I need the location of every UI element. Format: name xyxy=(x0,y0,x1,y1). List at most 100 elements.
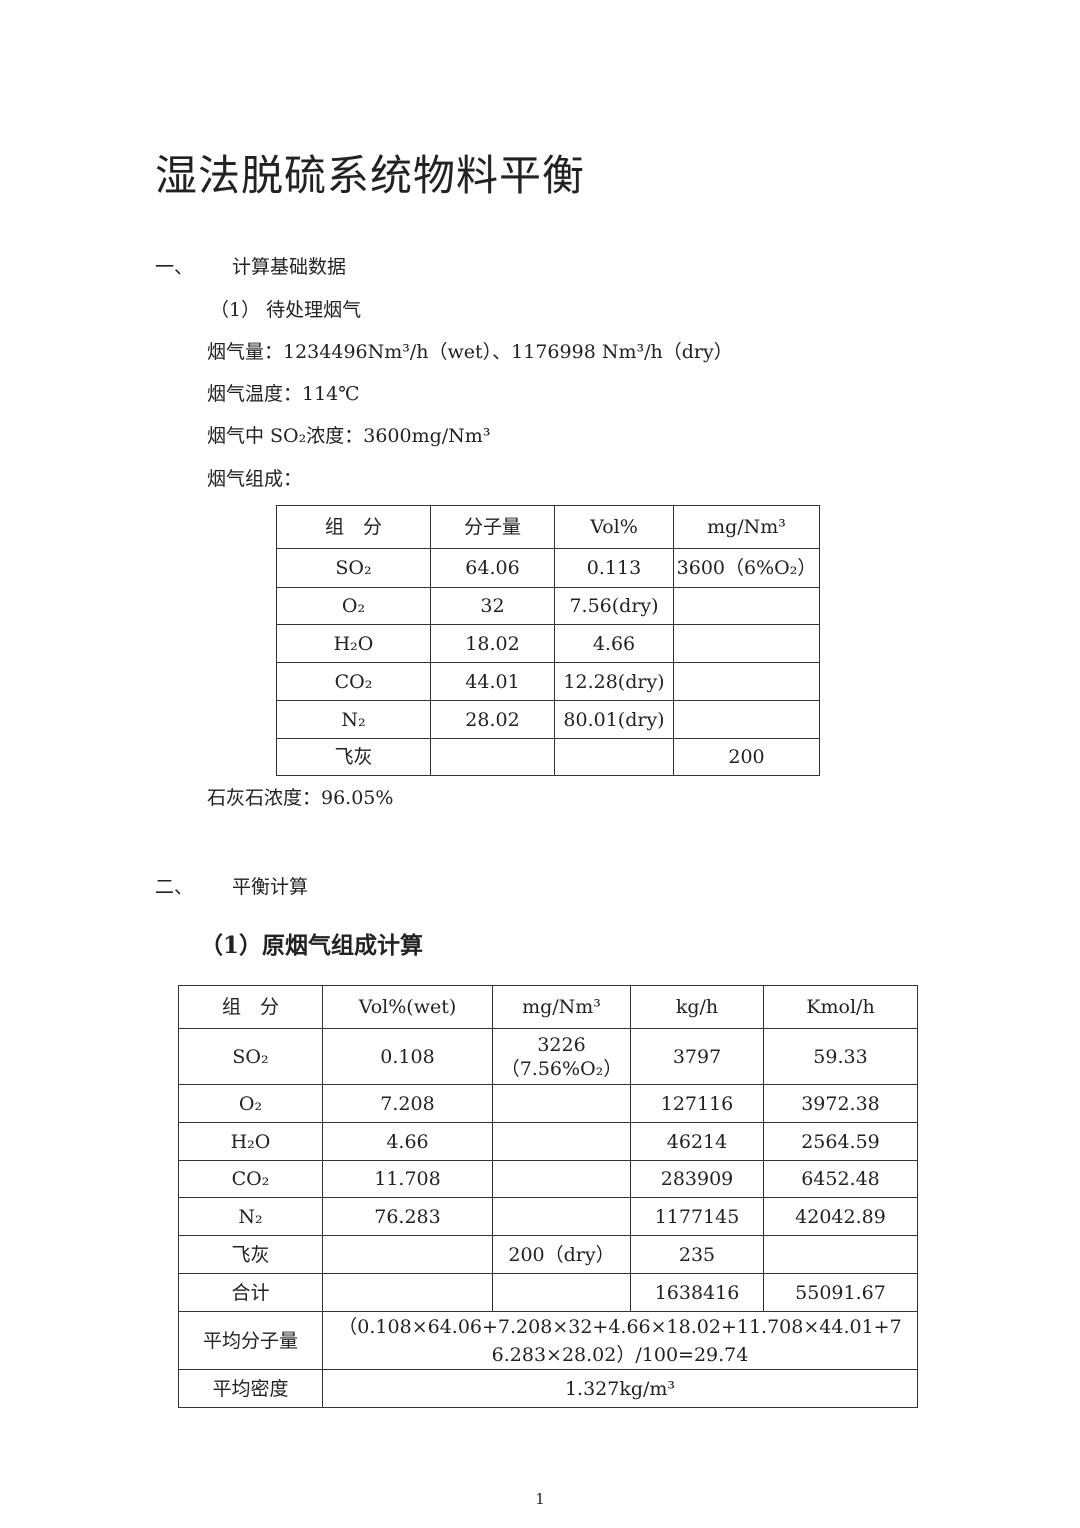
table-cell xyxy=(554,738,674,776)
table-cell: 3226 （7.56%O₂） xyxy=(492,1028,631,1085)
table-cell: 3600（6%O₂） xyxy=(673,548,820,588)
table-row: SO₂ 0.108 3226 （7.56%O₂） 3797 59.33 xyxy=(178,1028,918,1085)
table-cell: 7.208 xyxy=(322,1084,493,1123)
flue-gas-composition-table: 组 分分子量 Vol% mg/Nm³ SO₂ 64.06 0.113 3600（6%O₂） O… xyxy=(276,505,820,776)
flue-gas-composition-label: 烟气组成： xyxy=(207,468,303,490)
table-row: O₂ 32 7.56(dry) xyxy=(276,587,820,625)
table-cell: CO₂ xyxy=(276,662,431,701)
table-cell: 0.113 xyxy=(554,548,674,588)
table-cell: H₂O xyxy=(178,1122,323,1161)
table-cell: 32 xyxy=(430,587,555,625)
table-cell xyxy=(322,1273,493,1312)
section-1-heading: 计算基础数据 xyxy=(232,256,347,278)
section-1-number: 一、 xyxy=(155,256,194,278)
table-cell xyxy=(763,1235,918,1274)
table-header-row: 组 分 Vol%(wet) mg/Nm³ kg/h Kmol/h xyxy=(178,985,918,1029)
column-header: mg/Nm³ xyxy=(673,505,820,549)
table-row: SO₂ 64.06 0.113 3600（6%O₂） xyxy=(276,548,820,588)
table-cell: SO₂ xyxy=(276,548,431,588)
table-row: H₂O 18.02 4.66 xyxy=(276,624,820,663)
table-cell: 44.01 xyxy=(430,662,555,701)
table-cell: 1177145 xyxy=(630,1197,764,1236)
table-cell: 200（dry） xyxy=(492,1235,631,1274)
subsection-raw-gas: （1）原烟气组成计算 xyxy=(200,932,424,959)
flue-gas-temperature: 烟气温度：114℃ xyxy=(207,383,360,405)
table-cell xyxy=(430,738,555,776)
table-cell: 7.56(dry) xyxy=(554,587,674,625)
table-cell: 2564.59 xyxy=(763,1122,918,1161)
average-density-value: 1.327kg/m³ xyxy=(322,1369,918,1408)
table-cell: 3972.38 xyxy=(763,1084,918,1123)
table-cell xyxy=(492,1197,631,1236)
table-cell: 55091.67 xyxy=(763,1273,918,1312)
table-cell: 4.66 xyxy=(554,624,674,663)
average-molecular-weight-formula: （0.108×64.06+7.208×32+4.66×18.02+11.708×… xyxy=(322,1311,918,1370)
table-cell xyxy=(673,700,820,739)
table-cell: 28.02 xyxy=(430,700,555,739)
table-cell: SO₂ xyxy=(178,1028,323,1085)
table-cell: O₂ xyxy=(178,1084,323,1123)
column-header: 组 分 xyxy=(276,505,431,549)
table-row: CO₂ 44.01 12.28(dry) xyxy=(276,662,820,701)
table-cell: 3797 xyxy=(630,1028,764,1085)
table-cell: 76.283 xyxy=(322,1197,493,1236)
table-row: N₂ 76.283 1177145 42042.89 xyxy=(178,1197,918,1236)
table-cell: 12.28(dry) xyxy=(554,662,674,701)
table-row: O₂ 7.208 127116 3972.38 xyxy=(178,1084,918,1123)
column-header: 分子量 xyxy=(430,505,555,549)
table-cell xyxy=(673,662,820,701)
table-cell xyxy=(492,1084,631,1123)
table-cell xyxy=(673,587,820,625)
table-cell xyxy=(492,1160,631,1198)
table-row: 合计 1638416 55091.67 xyxy=(178,1273,918,1312)
flue-gas-volume: 烟气量：1234496Nm³/h（wet）、1176998 Nm³/h（dry） xyxy=(207,341,733,363)
column-header: mg/Nm³ xyxy=(492,985,631,1029)
column-header: 组 分 xyxy=(178,985,323,1029)
table-cell: 127116 xyxy=(630,1084,764,1123)
table-cell: 11.708 xyxy=(322,1160,493,1198)
table-cell: 46214 xyxy=(630,1122,764,1161)
table-cell: 合计 xyxy=(178,1273,323,1312)
average-molecular-weight-row: 平均分子量 （0.108×64.06+7.208×32+4.66×18.02+11… xyxy=(178,1311,918,1370)
so2-concentration: 烟气中 SO₂浓度：3600mg/Nm³ xyxy=(207,425,491,447)
table-cell xyxy=(492,1273,631,1312)
table-cell: 64.06 xyxy=(430,548,555,588)
table-cell: H₂O xyxy=(276,624,431,663)
table-cell: 42042.89 xyxy=(763,1197,918,1236)
section-2-number: 二、 xyxy=(155,876,194,898)
section-2-heading: 平衡计算 xyxy=(232,876,309,898)
average-density-row: 平均密度 1.327kg/m³ xyxy=(178,1369,918,1408)
column-header: Vol%(wet) xyxy=(322,985,493,1029)
table-cell: N₂ xyxy=(276,700,431,739)
table-cell: 飞灰 xyxy=(276,738,431,776)
table-cell: 6452.48 xyxy=(763,1160,918,1198)
table-cell: 59.33 xyxy=(763,1028,918,1085)
table-cell: 0.108 xyxy=(322,1028,493,1085)
table-cell: 200 xyxy=(673,738,820,776)
row-label: 平均密度 xyxy=(178,1369,323,1408)
table-cell xyxy=(322,1235,493,1274)
table-cell: 235 xyxy=(630,1235,764,1274)
table-row: H₂O 4.66 46214 2564.59 xyxy=(178,1122,918,1161)
table-header-row: 组 分分子量 Vol% mg/Nm³ xyxy=(276,505,820,549)
table-cell xyxy=(492,1122,631,1161)
table-row: N₂ 28.02 80.01(dry) xyxy=(276,700,820,739)
column-header: Kmol/h xyxy=(763,985,918,1029)
table-row: 飞灰 200 xyxy=(276,738,820,776)
raw-gas-composition-table: 组 分 Vol%(wet) mg/Nm³ kg/h Kmol/h SO₂ 0.108 3226… xyxy=(178,985,918,1408)
table-cell: 4.66 xyxy=(322,1122,493,1161)
limestone-concentration: 石灰石浓度：96.05% xyxy=(207,787,394,809)
table-cell: N₂ xyxy=(178,1197,323,1236)
table-cell: O₂ xyxy=(276,587,431,625)
row-label: 平均分子量 xyxy=(178,1311,323,1370)
table-cell xyxy=(673,624,820,663)
table-cell: 80.01(dry) xyxy=(554,700,674,739)
table-cell: 18.02 xyxy=(430,624,555,663)
table-cell: CO₂ xyxy=(178,1160,323,1198)
table-cell: 1638416 xyxy=(630,1273,764,1312)
table-cell: 283909 xyxy=(630,1160,764,1198)
page-number: 1 xyxy=(535,1490,545,1508)
subsection-flue-gas: （1） 待处理烟气 xyxy=(210,299,362,321)
document-title: 湿法脱硫系统物料平衡 xyxy=(155,151,586,200)
column-header: Vol% xyxy=(554,505,674,549)
